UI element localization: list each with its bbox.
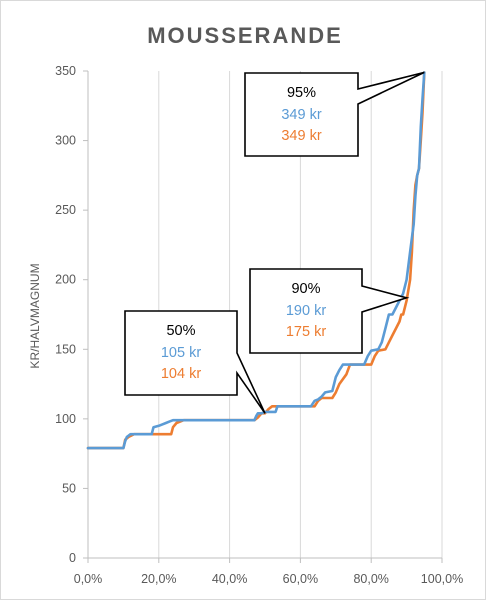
y-tick-label: 250 (55, 203, 76, 217)
chart-title: MOUSSERANDE (147, 23, 343, 48)
callout-value-blue: 349 kr (281, 107, 321, 123)
x-tick-label: 60,0% (283, 572, 318, 586)
x-tick-label: 80,0% (353, 572, 388, 586)
y-tick-label: 300 (55, 134, 76, 148)
y-tick-label: 50 (62, 481, 76, 495)
y-tick-label: 200 (55, 273, 76, 287)
callouts: 50% 105 kr 104 kr 90% 190 kr 175 kr 95% 349 kr 3… (124, 71, 425, 414)
callout-1: 50% 105 kr 104 kr (124, 310, 266, 414)
y-axis-title: KR/HALVMAGNUM (28, 263, 42, 368)
callout-value-blue: 190 kr (286, 303, 326, 319)
callout-box (249, 268, 410, 354)
callout-value-orange: 349 kr (281, 128, 321, 144)
axes (83, 70, 443, 563)
y-tick-label: 150 (55, 342, 76, 356)
y-tick-label: 100 (55, 412, 76, 426)
callout-value-orange: 175 kr (286, 324, 326, 340)
callout-value-orange: 104 kr (161, 366, 201, 382)
y-tick-label: 0 (69, 551, 76, 565)
callout-percent: 90% (291, 281, 320, 297)
x-tick-label: 20,0% (141, 572, 176, 586)
series-lines (86, 71, 426, 450)
x-tick-label: 100,0% (421, 572, 463, 586)
x-tick-label: 0,0% (74, 572, 103, 586)
callout-value-blue: 105 kr (161, 345, 201, 361)
callout-box (124, 310, 266, 414)
y-tick-label: 350 (55, 64, 76, 78)
callout-2: 90% 190 kr 175 kr (249, 268, 410, 354)
callout-percent: 50% (166, 323, 195, 339)
callout-box (244, 71, 425, 157)
series-line-orange (86, 71, 426, 450)
x-tick-label: 40,0% (212, 572, 247, 586)
tick-labels: 0 50 100 150 200 250 300 350 0,0% 20,0% 40,0% 60,0%… (55, 64, 463, 586)
series-line-blue (86, 71, 426, 450)
callout-3: 95% 349 kr 349 kr (244, 71, 425, 157)
callout-percent: 95% (287, 85, 316, 101)
